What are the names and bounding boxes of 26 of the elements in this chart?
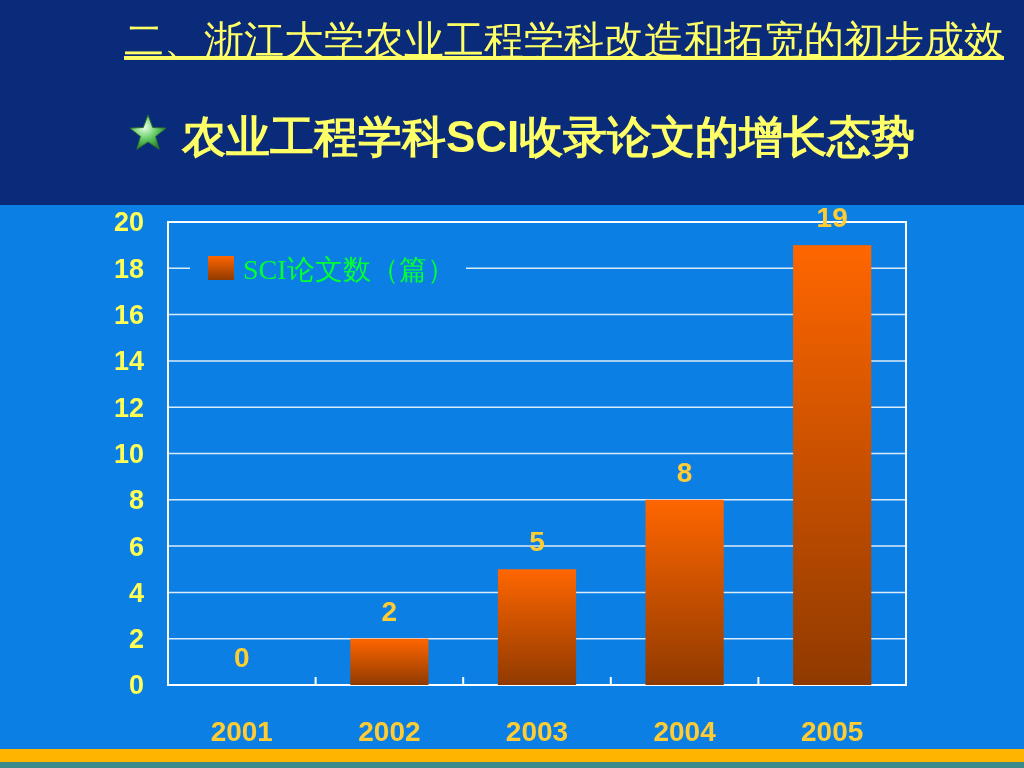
bar (350, 638, 429, 685)
y-tick-label: 14 (113, 346, 144, 377)
bar (645, 499, 724, 685)
y-tick-label: 12 (113, 392, 144, 423)
y-tick-label: 4 (128, 577, 144, 608)
x-tick-label: 2003 (505, 716, 569, 747)
chart-subtitle: 农业工程学科SCI收录论文的增长态势 (181, 112, 916, 161)
y-tick-label: 20 (113, 207, 144, 238)
y-tick-label: 8 (128, 485, 144, 516)
y-tick-label: 2 (128, 624, 144, 655)
y-tick-label: 16 (113, 300, 144, 331)
bar (793, 245, 872, 685)
y-tick-label: 6 (128, 531, 144, 562)
bar (497, 569, 577, 685)
data-label: 0 (234, 642, 250, 673)
legend-label: SCI论文数（篇） (243, 254, 455, 285)
x-tick-label: 2002 (358, 716, 421, 747)
y-tick-label: 0 (128, 670, 144, 701)
data-label: 8 (676, 456, 693, 488)
x-tick-label: 2001 (210, 716, 273, 747)
y-tick-label: 10 (113, 438, 144, 469)
x-tick-label: 2004 (653, 716, 717, 747)
data-label: 2 (381, 595, 398, 627)
chart-title: 二、浙江大学农业工程学科改造和拓宽的初步成效 (124, 18, 1004, 62)
x-tick-label: 2005 (801, 716, 864, 747)
y-tick-label: 18 (113, 253, 144, 284)
